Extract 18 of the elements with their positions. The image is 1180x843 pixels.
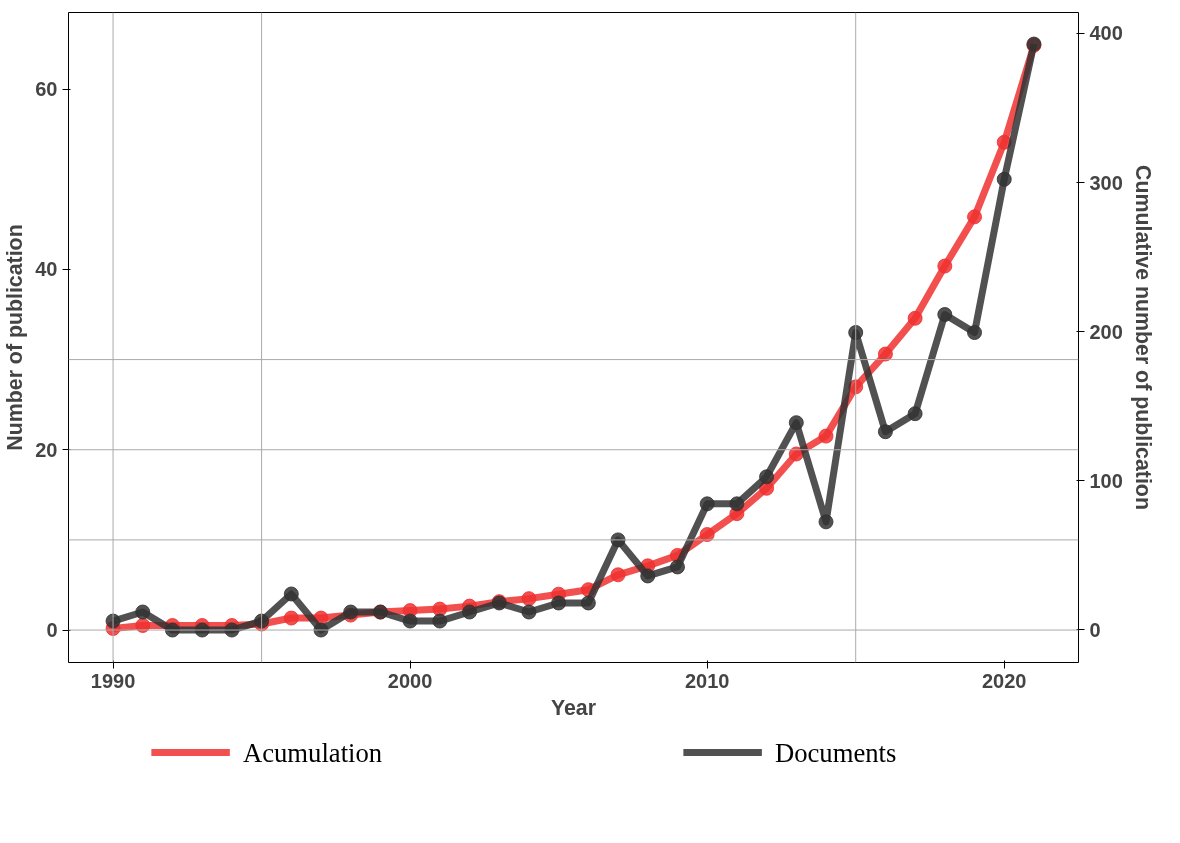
y-tick-label: 20 — [35, 438, 58, 461]
y-tick-label: 0 — [46, 619, 58, 642]
x-tick-label: 1990 — [90, 669, 136, 692]
x-axis-title: Year — [550, 695, 597, 720]
y2-tick-label: 300 — [1089, 171, 1123, 194]
y-tick-label: 40 — [35, 258, 58, 281]
y-axis-title: Number of publication — [3, 224, 28, 451]
y2-tick-label: 100 — [1089, 469, 1123, 492]
y2-tick-label: 400 — [1089, 22, 1123, 45]
y2-tick-label: 0 — [1089, 618, 1101, 641]
legend-label: Acumulation — [242, 737, 383, 768]
y-tick-label: 60 — [35, 78, 58, 101]
legend-label: Documents — [774, 737, 897, 768]
x-tick-label: 2010 — [684, 669, 730, 692]
x-tick-label: 2020 — [981, 669, 1027, 692]
x-tick-label: 2000 — [387, 669, 433, 692]
y2-axis-title: Cumulative number of publication — [1130, 165, 1155, 510]
y2-tick-label: 200 — [1089, 320, 1123, 343]
